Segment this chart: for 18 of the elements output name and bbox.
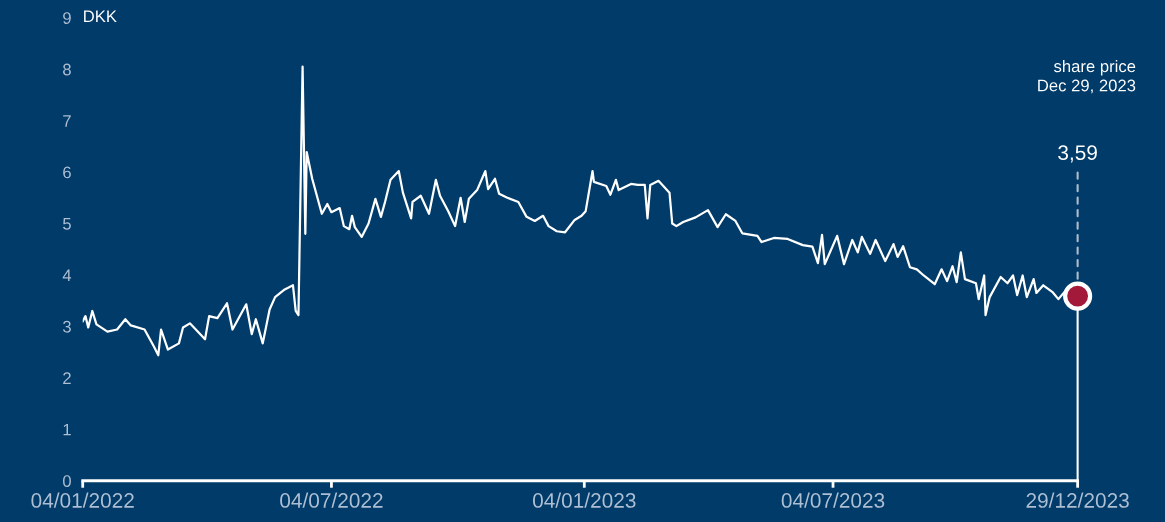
annotation: share price Dec 29, 2023 [1038,59,1136,94]
x-tick-label: 04/07/2022 [280,492,383,508]
y-tick-label: 2 [63,372,71,384]
y-tick-label: 5 [63,218,71,230]
x-tick-label: 04/01/2023 [532,492,636,508]
y-tick-label: 0 [62,475,71,487]
y-tick-label: 8 [63,63,71,76]
y-tick-label: 3 [62,320,71,333]
x-tick-label: 04/07/2023 [781,492,885,508]
y-tick-label: 6 [63,166,71,179]
y-tick-label: 9 [63,12,71,24]
y-axis-title: DKK [84,10,117,23]
annotation: 3,59 [1058,145,1097,163]
x-tick-label: 04/01/2022 [31,492,134,508]
y-tick-label: 1 [63,423,71,436]
y-tick-label: 4 [62,269,72,282]
x-tick-label: 29/12/2023 [1026,492,1129,508]
y-tick-label: 7 [63,115,71,127]
